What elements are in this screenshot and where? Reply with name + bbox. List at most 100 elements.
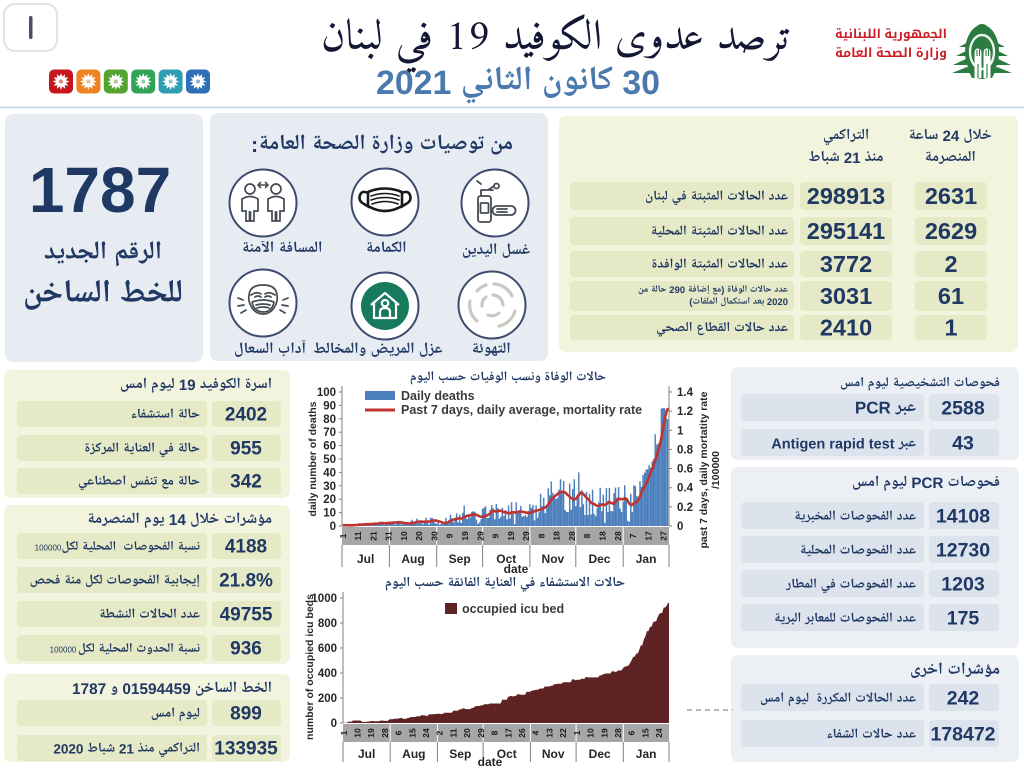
svg-text:20: 20 [462, 728, 472, 738]
svg-text:Past 7 days, daily average, mo: Past 7 days, daily average, mortality ra… [401, 403, 642, 417]
svg-text:28: 28 [613, 728, 623, 738]
svg-text:0.4: 0.4 [677, 483, 694, 495]
svg-text:11: 11 [353, 531, 363, 540]
svg-text:28: 28 [567, 531, 577, 541]
svg-text:899: 899 [230, 704, 262, 725]
svg-text:3031: 3031 [820, 283, 872, 309]
svg-text:80: 80 [323, 414, 336, 426]
svg-text:242: 242 [947, 688, 980, 710]
svg-text:2410: 2410 [820, 315, 872, 341]
svg-text:0: 0 [331, 718, 337, 730]
svg-text:1: 1 [338, 533, 348, 538]
svg-text:Oct: Oct [496, 552, 516, 566]
svg-text:0.8: 0.8 [677, 444, 694, 456]
svg-text:24: 24 [654, 728, 664, 738]
svg-text:133935: 133935 [214, 739, 278, 760]
svg-text:10: 10 [399, 531, 409, 541]
svg-text:295141: 295141 [807, 218, 885, 244]
svg-text:21.8%: 21.8% [219, 571, 273, 592]
svg-text:Dec: Dec [588, 552, 610, 566]
svg-text:6: 6 [394, 730, 404, 735]
svg-text:175: 175 [947, 608, 980, 630]
svg-text:1: 1 [944, 315, 957, 341]
svg-text:4188: 4188 [225, 537, 267, 558]
svg-text:14108: 14108 [936, 506, 990, 528]
svg-text:19: 19 [460, 531, 470, 541]
svg-text:342: 342 [230, 472, 262, 493]
svg-text:8: 8 [536, 533, 546, 538]
svg-text:1203: 1203 [941, 574, 985, 596]
svg-text:Daily deaths: Daily deaths [401, 389, 475, 403]
svg-text:Nov: Nov [542, 552, 565, 566]
svg-text:955: 955 [230, 439, 262, 460]
svg-text:178472: 178472 [930, 724, 995, 746]
svg-text:2: 2 [944, 251, 957, 277]
svg-text:8: 8 [490, 730, 500, 735]
svg-text:7: 7 [628, 533, 638, 538]
svg-text:17: 17 [643, 531, 653, 541]
svg-text:0.2: 0.2 [677, 502, 693, 514]
svg-text:0: 0 [677, 521, 683, 533]
svg-text:43: 43 [952, 433, 974, 455]
svg-text:1.4: 1.4 [677, 387, 694, 399]
svg-text:30: 30 [429, 531, 439, 541]
svg-text:1: 1 [572, 730, 582, 735]
svg-text:6: 6 [627, 730, 637, 735]
svg-text:12730: 12730 [936, 540, 990, 562]
svg-text:400: 400 [318, 668, 337, 680]
svg-text:10: 10 [586, 728, 596, 738]
svg-text:90: 90 [323, 400, 336, 412]
svg-text:4: 4 [531, 730, 541, 735]
svg-text:31: 31 [384, 531, 394, 541]
svg-text:1: 1 [677, 425, 684, 437]
svg-text:18: 18 [552, 531, 562, 541]
svg-text:Nov: Nov [542, 747, 565, 761]
svg-text:29: 29 [476, 728, 486, 738]
svg-text:Aug: Aug [401, 552, 424, 566]
svg-text:Jan: Jan [636, 552, 657, 566]
svg-text:21: 21 [368, 531, 378, 541]
svg-text:19: 19 [599, 728, 609, 738]
svg-text:100000: 100000 [50, 646, 77, 655]
svg-text:9: 9 [445, 533, 455, 538]
svg-text:70: 70 [323, 427, 336, 439]
svg-text:2631: 2631 [925, 183, 977, 209]
svg-text:occupied icu bed: occupied icu bed [462, 602, 564, 616]
svg-text:Jan: Jan [636, 747, 657, 761]
svg-text:2629: 2629 [925, 218, 977, 244]
svg-text:1787: 1787 [29, 154, 171, 226]
svg-text:50: 50 [323, 454, 336, 466]
svg-text:15: 15 [407, 728, 417, 738]
svg-text:29: 29 [521, 531, 531, 541]
svg-text:24: 24 [421, 728, 431, 738]
svg-text:Jul: Jul [357, 552, 374, 566]
svg-text:/100000: /100000 [710, 451, 722, 489]
svg-text:11: 11 [448, 728, 458, 737]
svg-text:19: 19 [506, 531, 516, 541]
svg-text:49755: 49755 [220, 605, 273, 626]
svg-text:2588: 2588 [941, 398, 985, 420]
svg-text:27: 27 [659, 531, 669, 541]
svg-text:28: 28 [380, 728, 390, 738]
svg-text:30: 30 [323, 481, 336, 493]
svg-text:1000: 1000 [311, 593, 337, 605]
svg-text:9: 9 [491, 533, 501, 538]
svg-text:15: 15 [640, 728, 650, 738]
svg-text:8: 8 [582, 533, 592, 538]
svg-text:60: 60 [323, 441, 336, 453]
svg-text:600: 600 [318, 643, 337, 655]
svg-text:1: 1 [339, 730, 349, 735]
svg-text:10: 10 [323, 508, 336, 520]
svg-text:2402: 2402 [225, 405, 267, 426]
svg-text:26: 26 [517, 728, 527, 738]
svg-text:1.2: 1.2 [677, 406, 693, 418]
svg-text:18: 18 [598, 531, 608, 541]
svg-text:936: 936 [230, 639, 262, 660]
svg-text:22: 22 [558, 728, 568, 738]
svg-text:200: 200 [318, 693, 337, 705]
svg-text:40: 40 [323, 467, 336, 479]
svg-text:17: 17 [503, 728, 513, 738]
svg-text:Jul: Jul [358, 747, 375, 761]
svg-text:28: 28 [613, 531, 623, 541]
svg-text:100000: 100000 [35, 544, 62, 553]
